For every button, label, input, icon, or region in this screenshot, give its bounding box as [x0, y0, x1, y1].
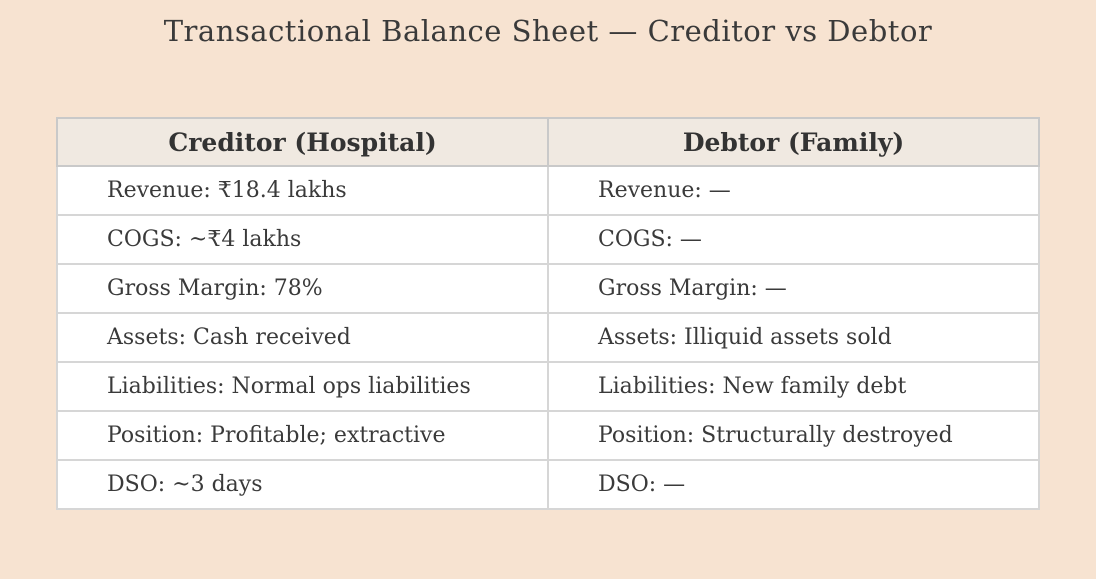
- table-cell-debtor-dso: DSO: —: [547, 459, 1040, 510]
- table-cell-debtor-cogs: COGS: —: [547, 214, 1040, 265]
- table-body: Revenue: ₹18.4 lakhs Revenue: — COGS: ~₹…: [56, 165, 1040, 510]
- table-row: Revenue: ₹18.4 lakhs Revenue: —: [56, 165, 1040, 216]
- table-cell-debtor-revenue: Revenue: —: [547, 165, 1040, 216]
- table-row: DSO: ~3 days DSO: —: [56, 459, 1040, 510]
- table-cell-creditor-revenue: Revenue: ₹18.4 lakhs: [56, 165, 549, 216]
- table-row: Assets: Cash received Assets: Illiquid a…: [56, 312, 1040, 363]
- table-row: COGS: ~₹4 lakhs COGS: —: [56, 214, 1040, 265]
- table-cell-creditor-liabilities: Liabilities: Normal ops liabilities: [56, 361, 549, 412]
- table-cell-creditor-gross-margin: Gross Margin: 78%: [56, 263, 549, 314]
- table-row: Liabilities: Normal ops liabilities Liab…: [56, 361, 1040, 412]
- table-cell-debtor-liabilities: Liabilities: New family debt: [547, 361, 1040, 412]
- table-cell-debtor-position: Position: Structurally destroyed: [547, 410, 1040, 461]
- table-cell-debtor-assets: Assets: Illiquid assets sold: [547, 312, 1040, 363]
- page-title: Transactional Balance Sheet — Creditor v…: [163, 14, 933, 48]
- table-cell-creditor-cogs: COGS: ~₹4 lakhs: [56, 214, 549, 265]
- column-header-debtor: Debtor (Family): [547, 117, 1040, 167]
- table-cell-creditor-position: Position: Profitable; extractive: [56, 410, 549, 461]
- table-cell-creditor-assets: Assets: Cash received: [56, 312, 549, 363]
- table-row: Gross Margin: 78% Gross Margin: —: [56, 263, 1040, 314]
- column-header-creditor: Creditor (Hospital): [56, 117, 549, 167]
- table-header: Creditor (Hospital) Debtor (Family): [56, 117, 1040, 167]
- table-row: Position: Profitable; extractive Positio…: [56, 410, 1040, 461]
- table-cell-creditor-dso: DSO: ~3 days: [56, 459, 549, 510]
- header-row: Creditor (Hospital) Debtor (Family): [56, 117, 1040, 167]
- balance-sheet-table: Creditor (Hospital) Debtor (Family) Reve…: [56, 117, 1040, 510]
- table-cell-debtor-gross-margin: Gross Margin: —: [547, 263, 1040, 314]
